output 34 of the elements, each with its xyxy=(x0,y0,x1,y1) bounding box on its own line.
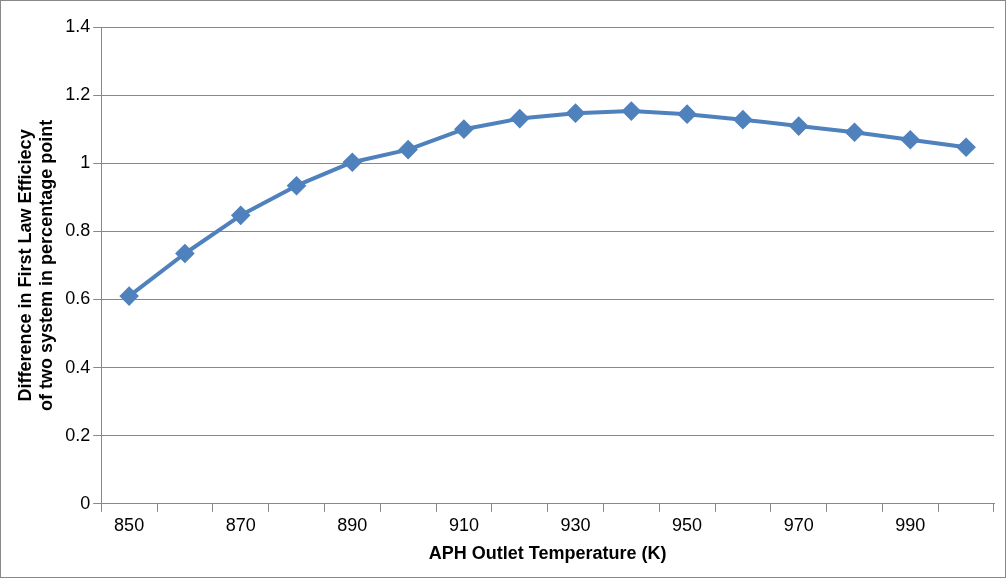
x-tick-label: 970 xyxy=(783,514,814,535)
point xyxy=(957,138,976,157)
point xyxy=(622,102,641,121)
point xyxy=(287,176,306,195)
y-tick-label: 0.6 xyxy=(65,288,91,309)
y-tick-label: 1.2 xyxy=(65,84,91,105)
y-tick-label: 0.8 xyxy=(65,220,91,241)
point xyxy=(845,123,864,142)
x-tick-label: 910 xyxy=(448,514,479,535)
point xyxy=(789,117,808,136)
y-tick-label: 1.4 xyxy=(65,15,91,36)
point xyxy=(120,287,139,306)
point xyxy=(733,110,752,129)
x-tick-label: 990 xyxy=(895,514,926,535)
x-tick-label: 850 xyxy=(114,514,145,535)
x-axis-title: APH Outlet Temperature (K) xyxy=(428,543,667,564)
y-tick-label: 0.4 xyxy=(65,356,91,377)
point xyxy=(399,140,418,159)
y-axis-title: Difference in First Law Efficiecy of two system in percentage point xyxy=(14,119,57,411)
point xyxy=(231,206,250,225)
point xyxy=(566,104,585,123)
point xyxy=(510,109,529,128)
point xyxy=(175,244,194,263)
x-tick-label: 870 xyxy=(225,514,256,535)
y-tick-label: 1 xyxy=(80,152,91,173)
y-tick-label: 0 xyxy=(80,492,91,513)
point xyxy=(454,120,473,139)
point xyxy=(901,130,920,149)
x-tick-label: 930 xyxy=(560,514,591,535)
x-tick-label: 890 xyxy=(337,514,368,535)
y-tick-label: 0.2 xyxy=(65,424,91,445)
point xyxy=(678,105,697,124)
x-tick-label: 950 xyxy=(672,514,703,535)
point xyxy=(343,153,362,172)
